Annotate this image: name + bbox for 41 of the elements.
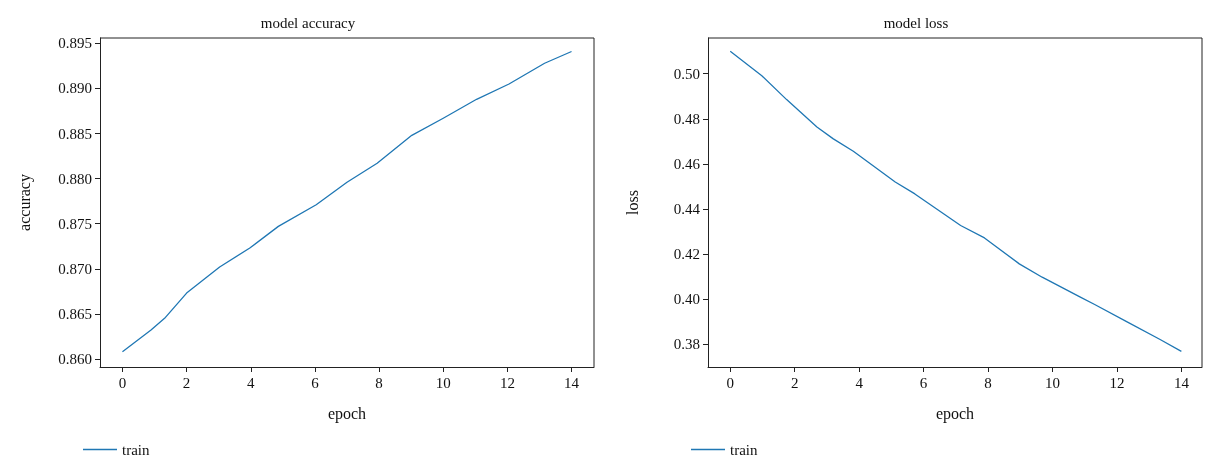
x-tick-label: 12 [499,374,515,391]
y-tick-label: 0.44 [673,201,701,218]
x-tick-label: 2 [182,374,191,391]
y-axis-title: accuracy [15,174,34,231]
y-tick-label: 0.885 [58,125,92,142]
x-tick-label: 0 [726,374,734,391]
y-tick-label: 0.50 [673,65,700,82]
x-tick-label: 14 [564,374,580,391]
x-tick-label: 12 [1109,374,1125,391]
x-tick-label: 10 [435,374,451,391]
y-tick-label: 0.860 [58,350,92,367]
x-tick-label: 4 [855,374,864,391]
y-tick-label: 0.865 [58,305,92,322]
y-tick-label: 0.42 [673,246,700,263]
x-tick-label: 6 [919,374,928,391]
chart-title: model loss [883,14,949,31]
x-axis-title: epoch [327,404,367,423]
y-tick-label: 0.870 [58,260,92,277]
x-tick-label: 10 [1044,374,1060,391]
y-tick-label: 0.46 [673,155,701,172]
y-tick-label: 0.40 [673,291,700,308]
x-tick-label: 8 [375,374,383,391]
x-tick-label: 0 [118,374,127,391]
chart-title: model accuracy [260,14,356,31]
y-tick-label: 0.48 [673,110,700,127]
x-tick-label: 8 [984,374,992,391]
legend-label: train [122,441,150,458]
line-series [729,50,1183,353]
y-tick-label: 0.875 [58,215,92,232]
y-tick-label: 0.38 [673,336,700,353]
y-tick-label: 0.890 [58,80,92,97]
y-tick-label: 0.895 [58,35,92,52]
x-tick-label: 14 [1173,374,1190,391]
x-tick-label: 2 [790,374,799,391]
legend-label: train [730,441,758,458]
y-tick-label: 0.880 [58,170,92,187]
x-axis-title: epoch [935,404,975,423]
line-series [121,50,573,353]
x-tick-label: 6 [311,374,320,391]
y-axis-title: loss [623,190,641,215]
x-tick-label: 4 [247,374,256,391]
